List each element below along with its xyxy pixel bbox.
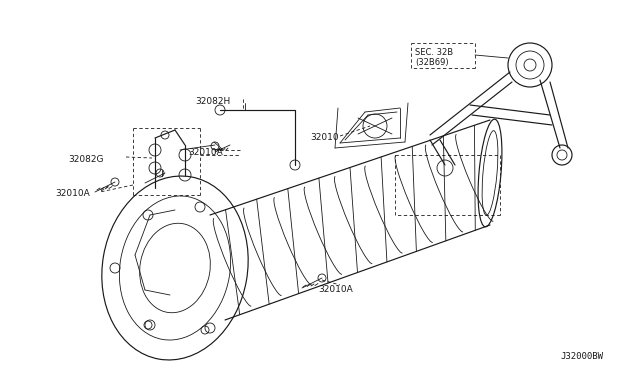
Text: 32010: 32010: [310, 133, 339, 142]
Text: 32010A: 32010A: [55, 189, 90, 198]
Text: SEC. 32B
(32B69): SEC. 32B (32B69): [415, 48, 453, 67]
Text: 32010A: 32010A: [318, 285, 353, 294]
Text: J32000BW: J32000BW: [560, 352, 603, 361]
Text: 32010A: 32010A: [188, 148, 223, 157]
Text: 32082H: 32082H: [195, 97, 230, 106]
Text: 32082G: 32082G: [68, 155, 104, 164]
